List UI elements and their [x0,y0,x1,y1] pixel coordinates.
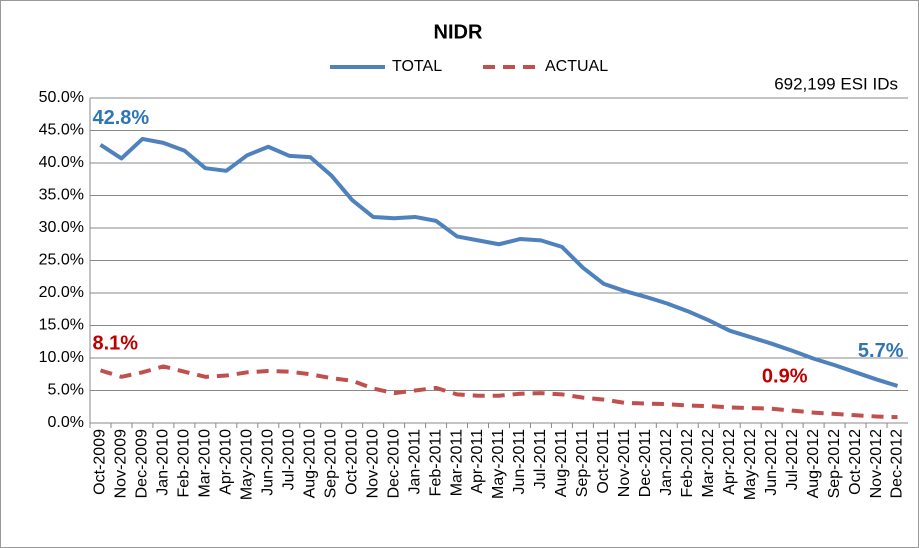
x-tick-label: Mar-2011 [448,429,465,496]
x-tick-label: Mar-2012 [700,429,717,498]
series-line [99,136,899,388]
x-tick-label: Apr-2012 [721,429,738,495]
data-label: 42.8% [92,107,149,129]
y-tick-label: 45.0% [39,122,84,139]
y-tick-label: 50.0% [39,89,84,106]
legend-label: TOTAL [392,58,442,75]
y-tick-label: 25.0% [39,252,84,269]
x-tick-label: Oct-2011 [595,429,612,494]
x-tick-label: Aug-2012 [805,429,822,498]
x-tick-label: Jul-2011 [532,429,549,489]
subtitle: 692,199 ESI IDs [774,74,898,93]
x-tick-label: Nov-2009 [113,429,130,498]
x-tick-label: Nov-2012 [868,429,885,498]
x-tick-label: Sep-2010 [322,429,339,498]
x-tick-label: Apr-2011 [469,429,486,494]
x-tick-label: Mar-2010 [197,429,214,498]
x-tick-label: Dec-2009 [134,429,151,498]
x-tick-label: Dec-2011 [637,429,654,497]
y-tick-label: 15.0% [39,317,84,334]
x-tick-label: May-2010 [239,429,256,500]
x-tick-label: Feb-2010 [176,429,193,498]
y-tick-label: 0.0% [48,414,84,431]
y-tick-label: 30.0% [39,219,84,236]
x-tick-label: Aug-2010 [301,429,318,498]
legend-label: ACTUAL [545,58,608,75]
y-tick-label: 5.0% [48,382,84,399]
series-line [99,364,898,420]
data-label: 8.1% [92,333,138,355]
x-tick-label: Jan-2010 [155,429,172,496]
x-tick-label: May-2011 [490,429,507,499]
x-tick-label: Apr-2010 [218,429,235,495]
x-tick-label: Nov-2010 [364,429,381,498]
x-tick-label: Jul-2012 [784,429,801,490]
x-tick-label: Oct-2012 [847,429,864,495]
x-tick-label: Jun-2012 [763,429,780,496]
x-tick-label: Feb-2012 [679,429,696,498]
chart-title: NIDR [434,21,483,43]
y-tick-label: 10.0% [39,349,84,366]
y-tick-label: 20.0% [39,284,84,301]
x-tick-label: Dec-2012 [889,429,906,498]
x-tick-label: Sep-2012 [826,429,843,498]
data-label: 0.9% [762,365,808,387]
y-tick-label: 40.0% [39,154,84,171]
x-tick-label: Jan-2011 [406,429,423,495]
data-label: 5.7% [858,340,904,362]
x-tick-label: Jul-2010 [280,429,297,490]
x-tick-label: Aug-2011 [553,429,570,497]
x-tick-label: Nov-2011 [616,429,633,497]
x-tick-label: Jun-2010 [260,429,277,496]
x-tick-label: Jan-2012 [658,429,675,496]
x-tick-label: Jun-2011 [511,429,528,495]
x-tick-label: May-2012 [742,429,759,500]
x-tick-label: Dec-2010 [385,429,402,498]
x-tick-label: Sep-2011 [574,429,591,497]
x-tick-label: Oct-2010 [343,429,360,495]
x-tick-label: Oct-2009 [92,429,109,495]
x-tick-label: Feb-2011 [427,429,444,496]
y-tick-label: 35.0% [39,187,84,204]
